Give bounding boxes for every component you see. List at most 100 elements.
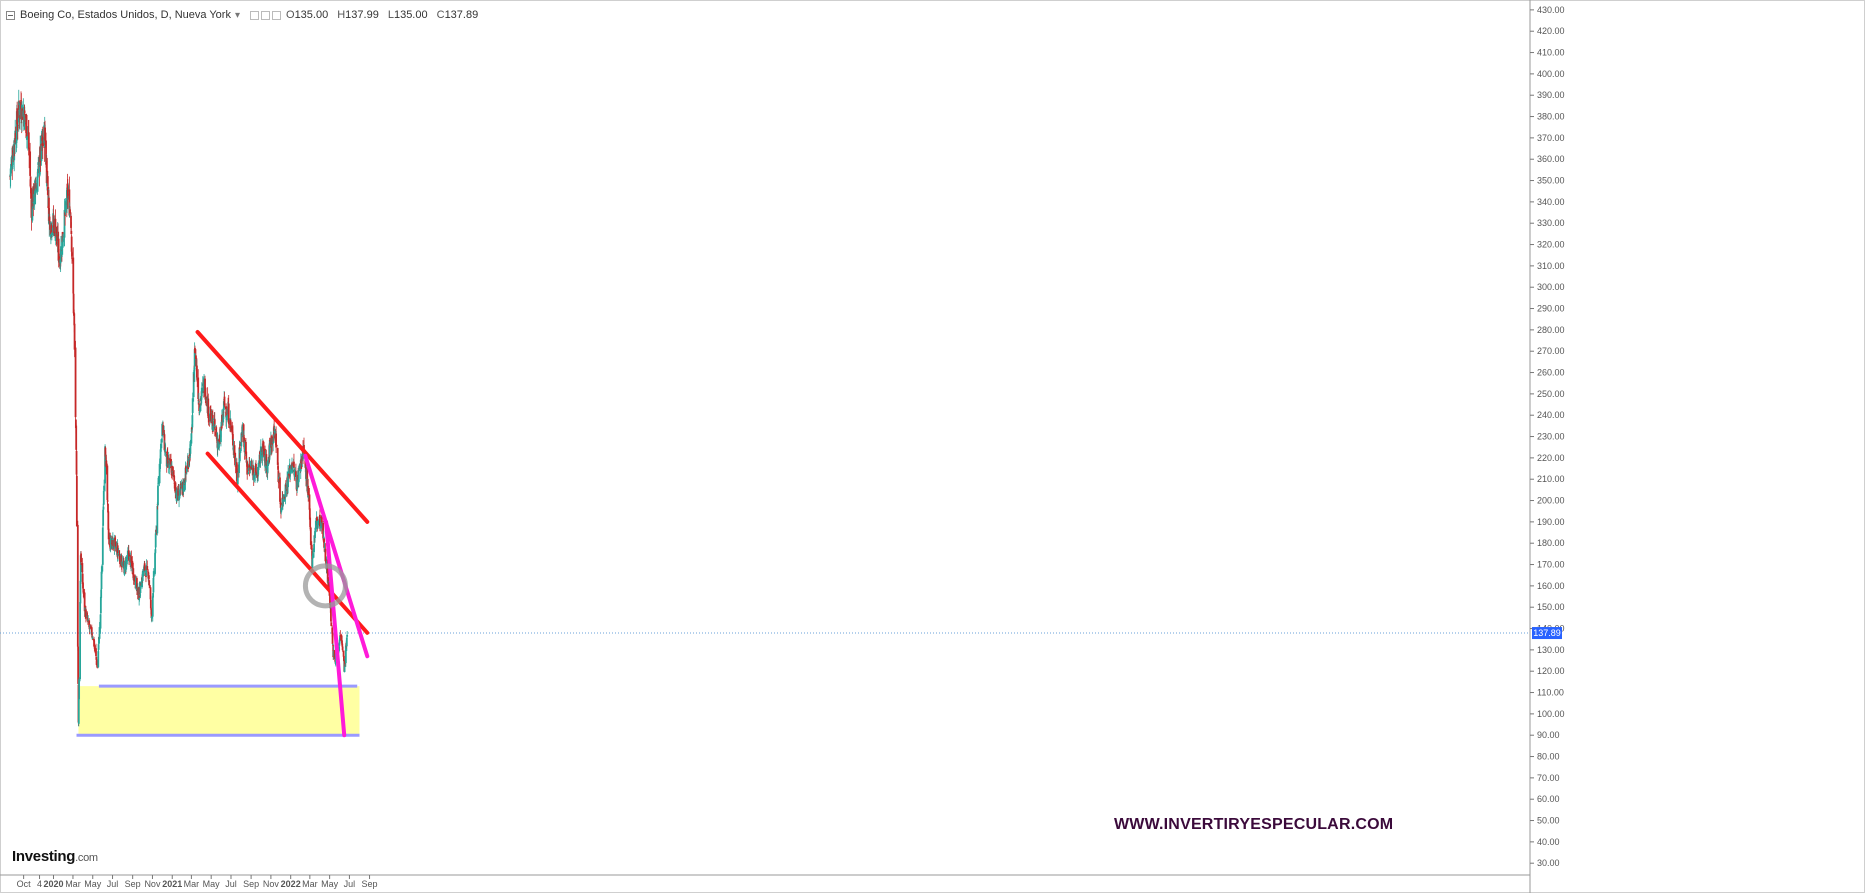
y-tick-label: 180.00 [1537,538,1565,548]
candle-body [316,520,319,526]
x-tick-label: 2020 [43,879,63,889]
candle-body [330,608,332,622]
candle-body [25,136,28,140]
candle-body [100,571,103,590]
candle-body [280,507,283,513]
y-tick-label: 190.00 [1537,517,1565,527]
candle-body [234,463,237,465]
trend-line-lower [205,451,370,635]
y-tick-label: 310.00 [1537,261,1565,271]
y-tick-label: 210.00 [1537,474,1565,484]
x-tick-label: Jul [107,879,119,889]
candle-body [237,471,240,473]
visibility-icon[interactable] [261,10,270,20]
y-tick-label: 170.00 [1537,560,1565,570]
candle-body [72,293,75,314]
candle-body [189,441,192,454]
settings-icon[interactable] [250,10,259,20]
candle-body [276,448,279,465]
trend-line-magenta-2 [324,519,347,738]
candle-body [75,450,78,475]
candle-body [341,646,344,651]
candle-body [12,150,15,159]
y-tick-label: 340.00 [1537,197,1565,207]
candle-body [33,184,36,205]
candle-body [279,477,281,502]
candle-body [296,476,299,490]
candle-body [98,636,100,644]
candle-body [19,103,21,116]
x-tick-label: Mar [302,879,318,889]
candle-body [88,620,91,628]
candle-body [326,559,329,583]
y-tick-label: 380.00 [1537,112,1565,122]
x-tick-label: 4 [37,879,42,889]
chevron-down-icon[interactable]: ▾ [234,9,240,21]
candle-body [295,477,298,482]
candle-body [164,449,167,454]
x-tick-label: May [84,879,102,889]
trend-line-upper [195,330,370,524]
candle-body [114,541,117,547]
candle-body [78,679,81,700]
y-tick-label: 360.00 [1537,154,1565,164]
candle-body [61,235,64,255]
candle-body [311,559,314,569]
candle-body [39,145,42,163]
candle-body [132,576,135,580]
y-tick-label: 290.00 [1537,304,1565,314]
candle-body [320,516,323,527]
candle-body [343,660,346,664]
support-zone [78,686,360,736]
candle-body [69,209,71,214]
candle-body [91,637,94,639]
candle-body [142,568,145,573]
candle-body [180,485,183,487]
investing-logo[interactable]: Investing.com [12,848,98,865]
candle-body [212,425,215,432]
remove-icon[interactable] [272,10,281,20]
trend-line-magenta-1 [303,453,370,659]
candle-body [194,347,196,354]
candle-body [81,573,84,584]
candle-body [309,527,312,546]
candle-body [205,396,207,400]
candle-body [34,183,37,191]
candle-body [269,444,271,456]
candle-body [234,452,237,462]
candle-body [344,645,347,664]
y-tick-label: 430.00 [1537,5,1565,15]
candle-body [162,425,165,436]
candle-body [191,398,194,413]
candle-body [82,591,85,594]
candle-body [103,485,106,491]
candle-body [275,433,277,448]
x-tick-label: Nov [263,879,280,889]
candle-body [346,635,349,637]
candle-body [82,588,85,593]
x-tick-label: 2022 [281,879,301,889]
y-tick-label: 390.00 [1537,90,1565,100]
candle-body [294,470,296,472]
candle-body [55,226,58,237]
candle-body [70,215,72,228]
candle-body [158,463,161,484]
candle-body [332,650,335,657]
candle-body [50,233,53,236]
candle-body [198,412,201,414]
candle-body [314,527,317,531]
candle-body [83,592,86,612]
candle-body [66,187,69,210]
candle-body [159,443,162,452]
candle-body [102,509,105,526]
candle-body [53,220,56,234]
candle-body [77,698,80,724]
candle-body [265,454,268,466]
candle-body [89,626,92,628]
candle-body [175,489,178,502]
collapse-icon[interactable] [6,10,15,20]
candle-body [152,593,155,598]
